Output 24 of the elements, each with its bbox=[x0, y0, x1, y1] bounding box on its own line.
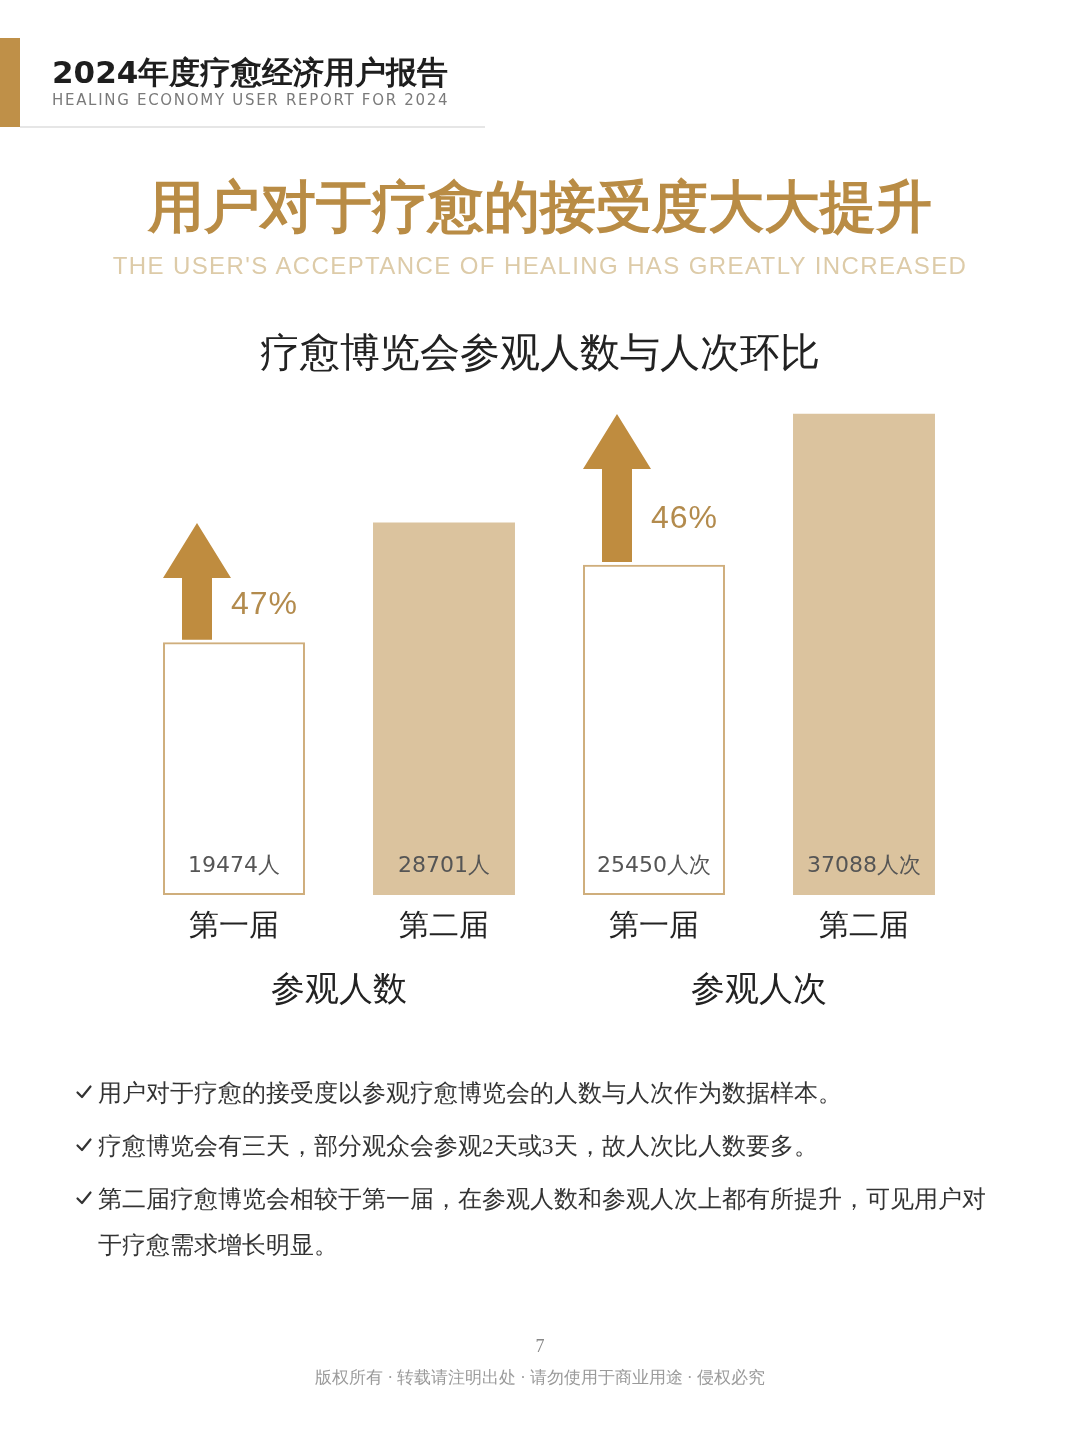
text: 7 bbox=[534, 1336, 546, 1357]
bar bbox=[373, 522, 515, 895]
chart-title: 疗愈博览会参观人数与人次环比 bbox=[259, 328, 821, 377]
text: 参观人次 bbox=[690, 969, 828, 1009]
x-tick-label: 第一届 bbox=[609, 907, 699, 941]
data-label: 25450人次 bbox=[597, 851, 711, 877]
bar bbox=[793, 413, 935, 895]
data-label: 37088人次 bbox=[807, 851, 921, 877]
data-label: 28701人 bbox=[398, 851, 490, 877]
text: 疗愈博览会有三天，部分观众会参观2天或3天，故人次比人数要多。 bbox=[98, 1132, 819, 1161]
text: THE USER'S ACCEPTANCE OF HEALING HAS GREATLY INCREASED bbox=[111, 252, 969, 280]
x-tick-label: 第一届 bbox=[189, 907, 279, 941]
x-tick-label: 第二届 bbox=[819, 907, 909, 941]
text: 2024年度疗愈经济用户报告 bbox=[52, 54, 449, 90]
annotation: 46% bbox=[651, 498, 719, 536]
annotation: 47% bbox=[231, 585, 299, 623]
data-label: 19474人 bbox=[188, 851, 280, 877]
text: 用户对于疗愈的接受度大大提升 bbox=[146, 175, 933, 240]
text: 版权所有 · 转载请注明出处 · 请勿使用于商业用途 · 侵权必究 bbox=[314, 1367, 766, 1389]
text: 用户对于疗愈的接受度以参观疗愈博览会的人数与人次作为数据样本。 bbox=[98, 1079, 843, 1108]
text: HEALING ECONOMY USER REPORT FOR 2024 bbox=[52, 91, 450, 109]
text: 参观人数 bbox=[270, 969, 408, 1009]
x-tick-label: 第二届 bbox=[399, 907, 489, 941]
text: 第二届疗愈博览会相较于第一届，在参观人数和参观人次上都有所提升，可见用户对于疗愈需求增长明显。 bbox=[98, 1185, 987, 1260]
